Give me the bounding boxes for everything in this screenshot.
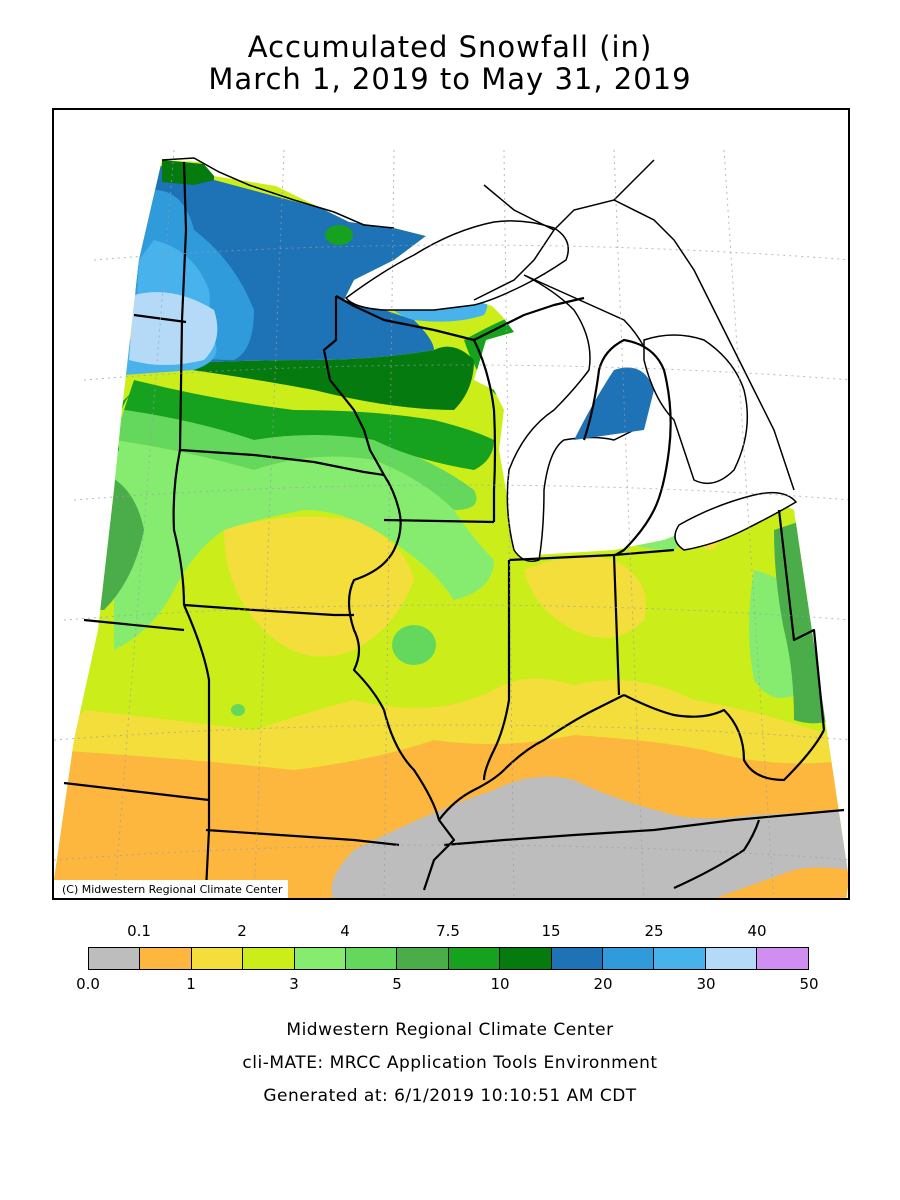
legend-color-swatch: [140, 948, 192, 969]
legend-lower-label: 50: [799, 975, 819, 993]
state-boundaries: [63, 161, 845, 891]
legend-color-swatch: [654, 948, 706, 969]
legend-color-swatch: [89, 948, 141, 969]
map-date-range: March 1, 2019 to May 31, 2019: [208, 62, 692, 96]
map-copyright: (C) Midwestern Regional Climate Center: [54, 880, 289, 898]
legend-color-swatch: [602, 948, 655, 969]
legend-lower-label: 5: [392, 975, 402, 993]
legend-lower-label: 1: [186, 975, 196, 993]
footer-organization: Midwestern Regional Climate Center: [286, 1020, 614, 1040]
legend-color-swatch: [757, 948, 809, 969]
legend-lower-label: 20: [593, 975, 613, 993]
legend-color-swatch: [448, 948, 501, 969]
legend-lower-label: 0.0: [76, 975, 100, 993]
great-lakes: [344, 220, 798, 562]
legend-color-swatch: [705, 948, 758, 969]
legend-upper-label: 40: [747, 922, 767, 940]
legend-upper-label: 4: [340, 922, 350, 940]
legend-upper-label: 2: [237, 922, 247, 940]
footer-generated-time: Generated at: 6/1/2019 10:10:51 AM CDT: [263, 1086, 637, 1106]
legend-color-swatch: [191, 948, 244, 969]
legend-lower-label: 3: [289, 975, 299, 993]
legend-color-swatch: [345, 948, 398, 969]
legend-lower-label: 30: [696, 975, 716, 993]
legend-upper-label: 15: [541, 922, 561, 940]
legend-color-swatch: [551, 948, 603, 969]
graticule: [54, 149, 848, 898]
legend-upper-label: 25: [644, 922, 664, 940]
legend-color-swatch: [397, 948, 449, 969]
legend-color-swatch: [294, 948, 346, 969]
legend-color-swatch: [243, 948, 295, 969]
legend-upper-label: 7.5: [436, 922, 460, 940]
legend-color-bar: [88, 947, 810, 970]
map-canvas: [54, 149, 848, 898]
legend-upper-label: 0.1: [127, 922, 151, 940]
snowfall-map: (C) Midwestern Regional Climate Center: [52, 108, 850, 900]
legend-lower-label: 10: [490, 975, 510, 993]
map-title: Accumulated Snowfall (in): [247, 30, 653, 64]
footer-tool-name: cli-MATE: MRCC Application Tools Environ…: [242, 1053, 658, 1073]
canada-outline: [161, 157, 795, 491]
legend-color-swatch: [500, 948, 552, 969]
